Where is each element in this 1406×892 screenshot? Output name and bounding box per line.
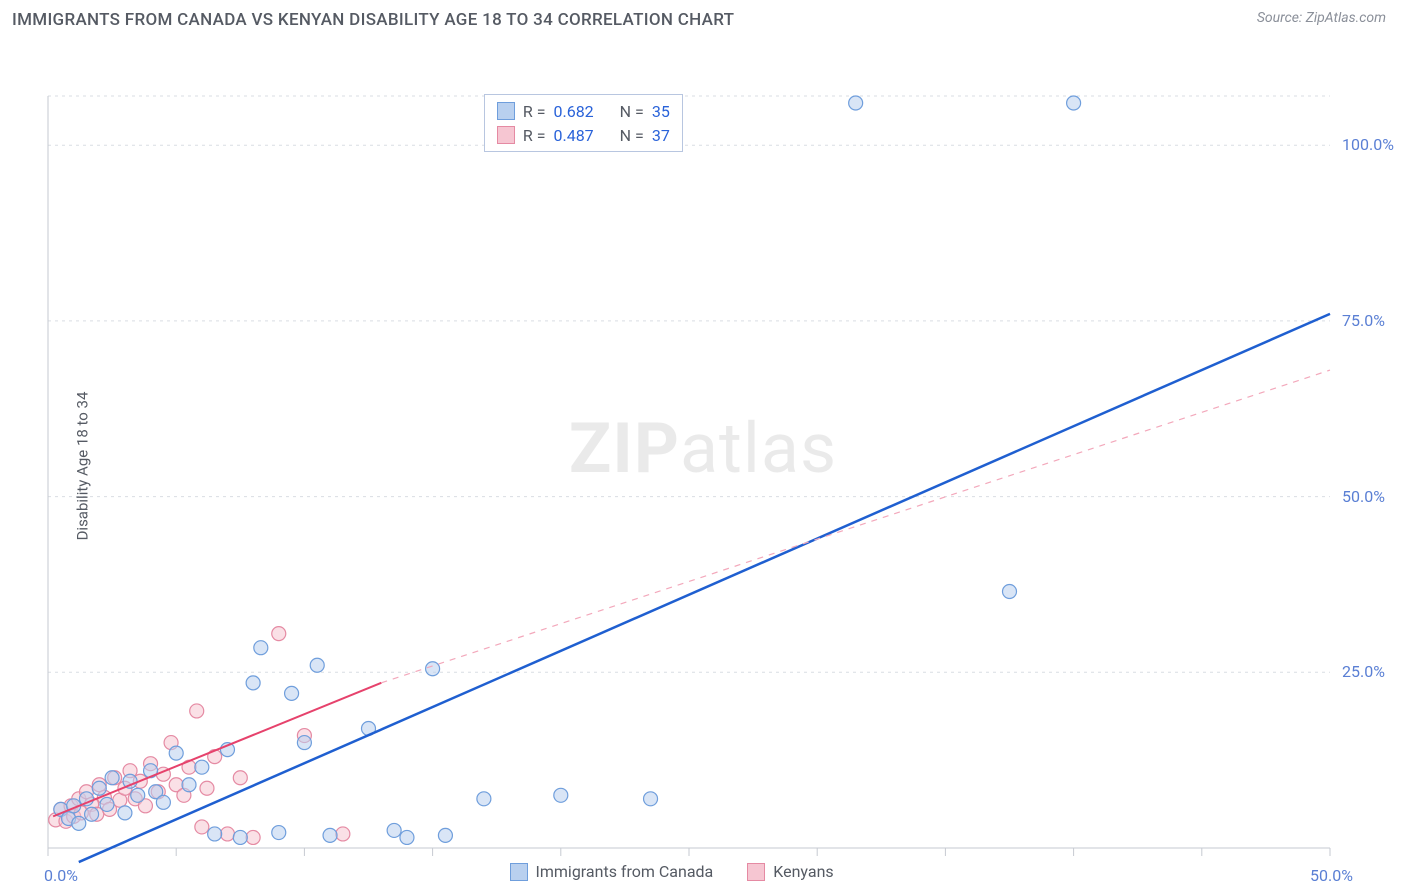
- y-tick-label: 50.0%: [1342, 487, 1385, 506]
- x-tick-label: 0.0%: [44, 866, 78, 885]
- r-label: R =: [523, 102, 546, 121]
- n-label: N =: [620, 126, 644, 145]
- legend-swatch: [497, 102, 515, 120]
- y-tick-label: 25.0%: [1342, 662, 1385, 681]
- r-value: 0.487: [553, 126, 593, 145]
- legend-row: R = 0.682 N = 35: [497, 99, 670, 123]
- scatter-chart: [0, 40, 1406, 892]
- legend-swatch: [747, 863, 765, 881]
- legend-swatch: [510, 863, 528, 881]
- source-attribution: Source: ZipAtlas.com: [1257, 10, 1386, 26]
- series-legend: Immigrants from Canada Kenyans: [510, 862, 834, 881]
- n-value: 35: [652, 102, 670, 121]
- y-tick-label: 100.0%: [1342, 135, 1394, 154]
- legend-row: R = 0.487 N = 37: [497, 123, 670, 147]
- y-axis-label: Disability Age 18 to 34: [73, 392, 91, 541]
- r-label: R =: [523, 126, 546, 145]
- legend-item: Kenyans: [747, 862, 833, 881]
- correlation-legend: R = 0.682 N = 35 R = 0.487 N = 37: [484, 94, 683, 152]
- legend-swatch: [497, 126, 515, 144]
- n-value: 37: [652, 126, 670, 145]
- legend-item: Immigrants from Canada: [510, 862, 714, 881]
- n-label: N =: [620, 102, 644, 121]
- x-tick-label: 50.0%: [1310, 866, 1353, 885]
- page-title: IMMIGRANTS FROM CANADA VS KENYAN DISABIL…: [12, 10, 734, 30]
- r-value: 0.682: [553, 102, 593, 121]
- legend-label: Kenyans: [773, 862, 833, 881]
- y-tick-label: 75.0%: [1342, 311, 1385, 330]
- legend-label: Immigrants from Canada: [536, 862, 714, 881]
- chart-container: Disability Age 18 to 34 ZIPatlas R =0.68…: [0, 40, 1406, 892]
